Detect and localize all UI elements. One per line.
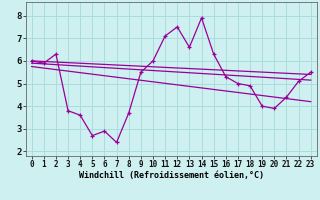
X-axis label: Windchill (Refroidissement éolien,°C): Windchill (Refroidissement éolien,°C) [79,171,264,180]
